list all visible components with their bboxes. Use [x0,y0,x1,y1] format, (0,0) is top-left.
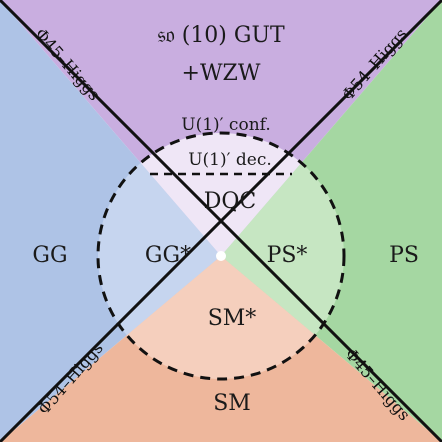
label-dqc: DQC [204,189,257,214]
region-top [0,0,442,256]
inner-region-left [98,133,221,379]
label-u1-dec: U(1)′ dec. [188,150,272,170]
critical-point [216,251,226,261]
inner-region-right [221,133,344,379]
label-ps-star: PS* [267,243,308,268]
label-ps: PS [389,243,419,268]
inner-region-bottom [98,256,344,379]
label-gg-star: GG* [145,243,191,268]
label-u1-conf: U(1)′ conf. [181,115,270,135]
dashed-circle [96,131,346,381]
label-wzw: +WZW [182,61,261,86]
label-sm-star: SM* [208,306,257,331]
label-gut: 𝔰𝔬 (10) GUT [157,23,285,48]
label-sm: SM [213,391,251,416]
label-gg: GG [32,243,67,268]
